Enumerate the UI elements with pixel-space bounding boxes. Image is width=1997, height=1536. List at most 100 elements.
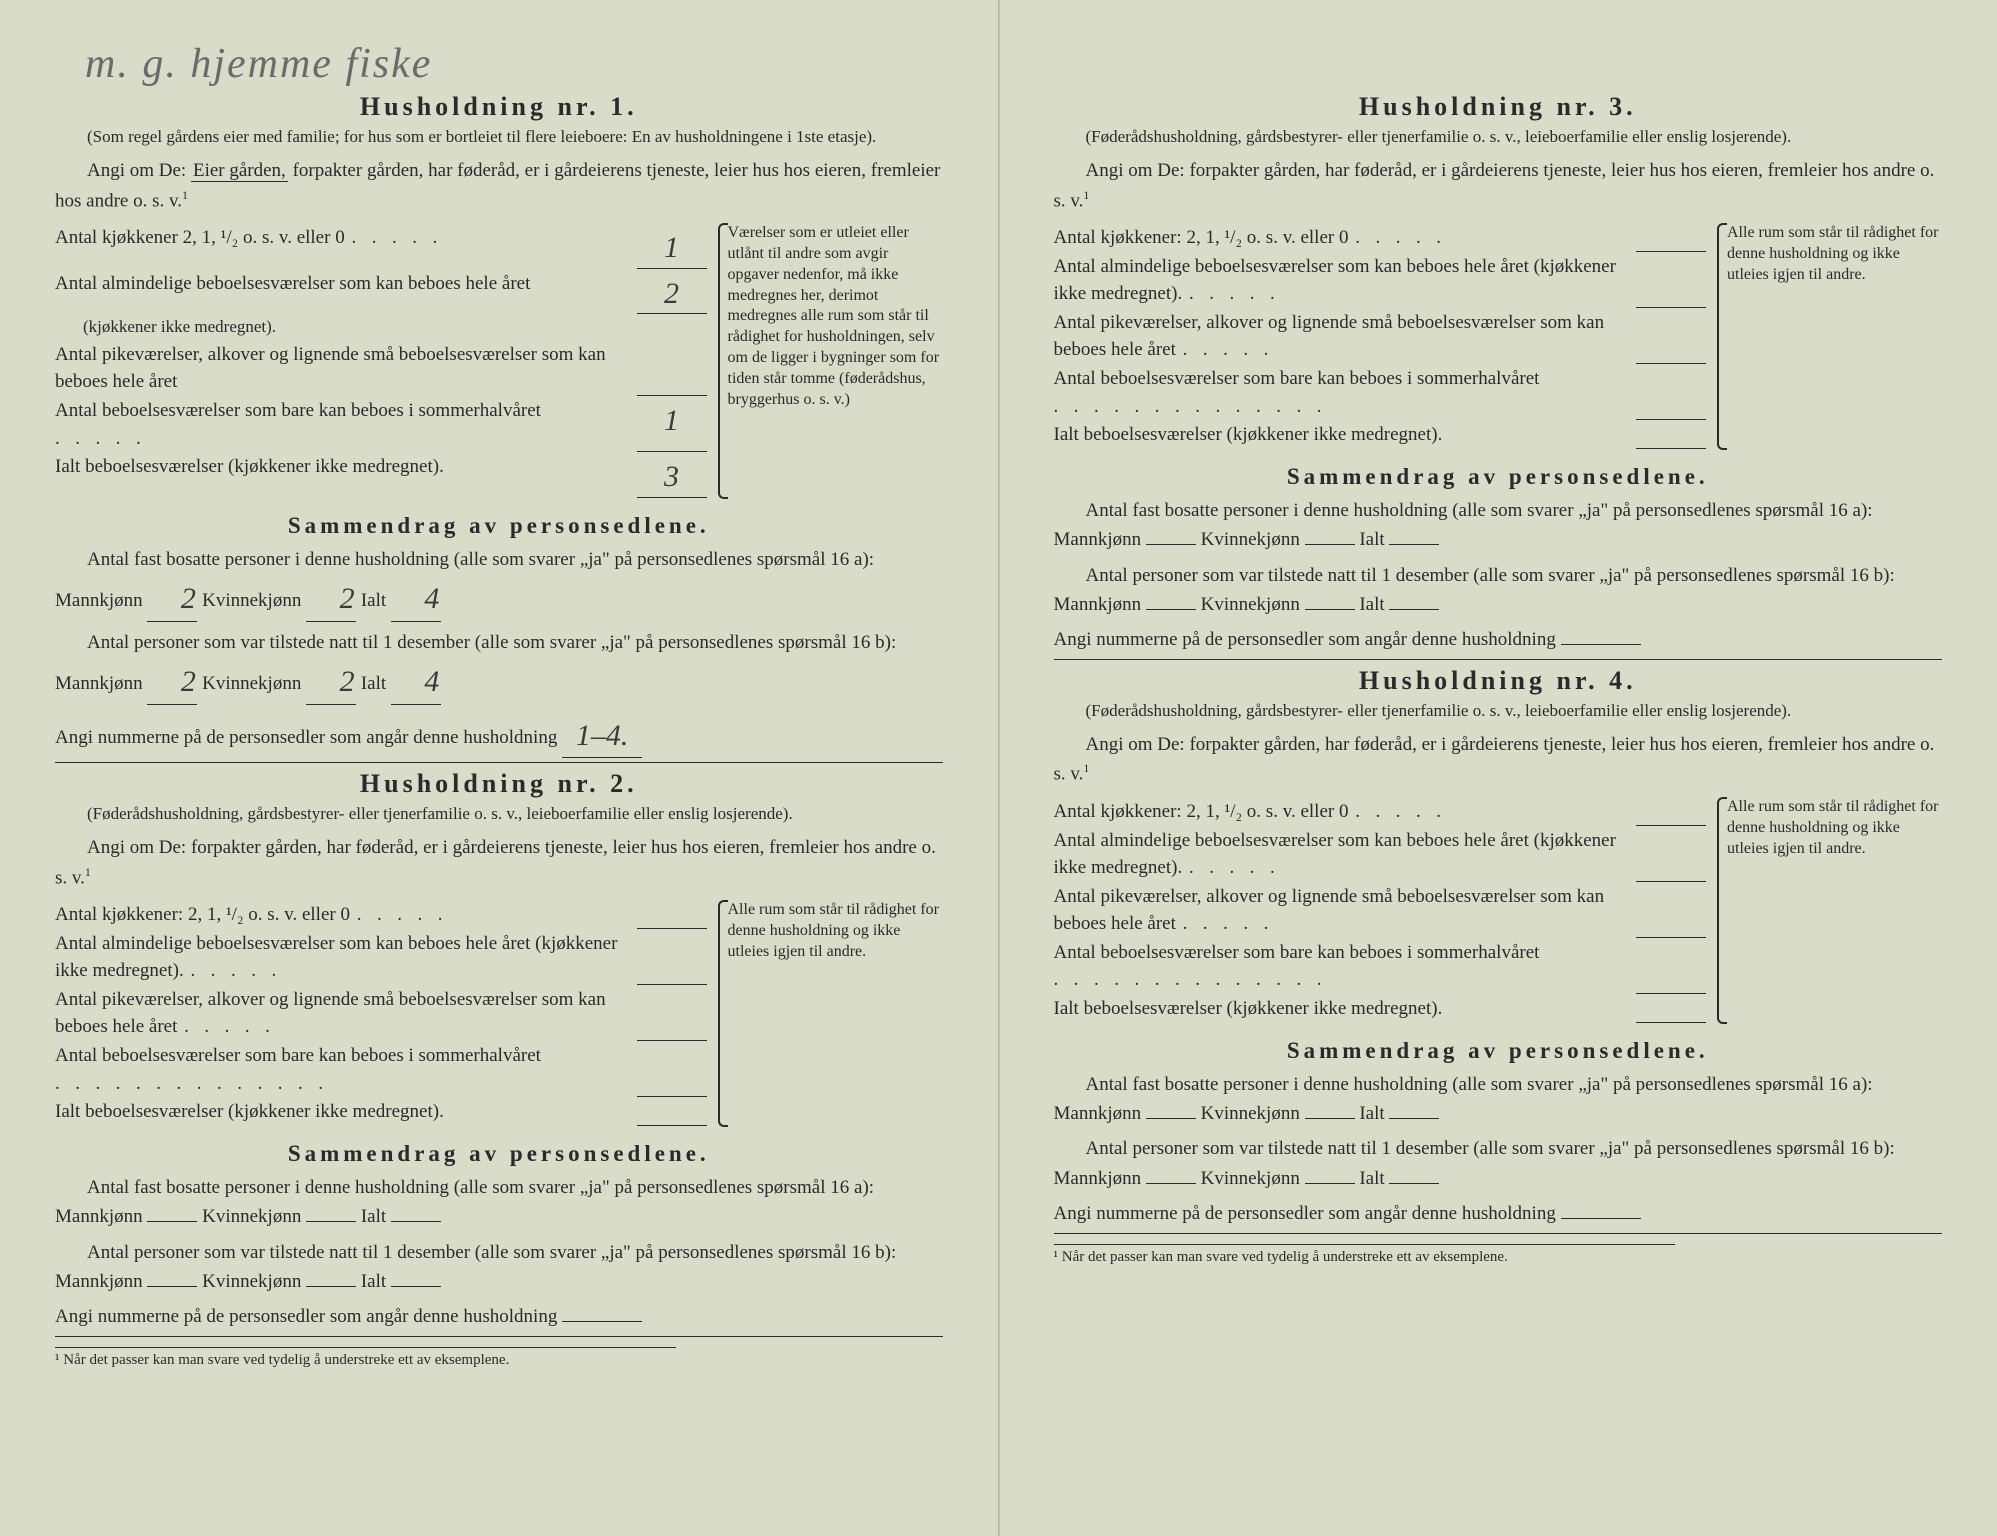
h2-numrene-blank xyxy=(562,1321,642,1322)
footnote-ref: 1 xyxy=(1083,188,1089,202)
h2-sommer-blank xyxy=(637,1042,707,1097)
h1-s16b-k-label: Kvinnekjønn xyxy=(202,673,301,694)
footnote-right: ¹ Når det passer kan man svare ved tydel… xyxy=(1054,1244,1676,1266)
h4-note: Alle rum som står til rådighet for denne… xyxy=(1727,798,1939,857)
h4-numrene-blank xyxy=(1561,1218,1641,1219)
h2-angi-text: Angi om De: forpakter gården, har føderå… xyxy=(55,837,936,888)
h2-intro: (Føderådshusholdning, gårdsbestyrer- ell… xyxy=(55,803,943,825)
h2-q-kjokken: Antal kjøkkener: 2, 1, ¹/₂ o. s. v. elle… xyxy=(55,901,631,929)
h3-q-ialt: Ialt beboelsesværelser (kjøkkener ikke m… xyxy=(1054,421,1631,449)
h2-q-sommer: Antal beboelsesværelser som bare kan beb… xyxy=(55,1042,631,1097)
h3-s16a-k-label: Kvinnekjønn xyxy=(1201,529,1300,550)
brace-icon xyxy=(1713,797,1727,1023)
h3-numrene-blank xyxy=(1561,644,1641,645)
h1-q-alm-sub: (kjøkkener ikke medregnet). xyxy=(55,315,707,340)
h2-ialt-blank xyxy=(637,1098,707,1126)
h2-s16a-k-label: Kvinnekjønn xyxy=(202,1206,301,1227)
h3-numrene: Angi nummerne på de personsedler som ang… xyxy=(1054,625,1943,659)
h1-s16a-i: 4 xyxy=(391,574,441,622)
h4-s16b-i xyxy=(1389,1183,1439,1184)
h4-s16b-i-label: Ialt xyxy=(1359,1168,1384,1189)
h4-angi: Angi om De: forpakter gården, har føderå… xyxy=(1054,730,1943,789)
h4-s16b: Antal personer som var tilstede natt til… xyxy=(1054,1134,1943,1193)
h2-s16b-i-label: Ialt xyxy=(361,1271,386,1292)
h1-s16b-m: 2 xyxy=(147,657,197,705)
h2-kjokken-blank xyxy=(637,901,707,929)
h1-ialt-val: 3 xyxy=(664,460,679,493)
h2-angi: Angi om De: forpakter gården, har føderå… xyxy=(55,833,943,892)
h1-s16a-i-label: Ialt xyxy=(361,590,386,611)
h3-sammendrag-title: Sammendrag av personsedlene. xyxy=(1054,464,1943,490)
h2-pike-blank xyxy=(637,986,707,1041)
page-left: m. g. hjemme fiske Husholdning nr. 1. (S… xyxy=(0,0,999,1536)
h4-questions: Antal kjøkkener: 2, 1, ¹/₂ o. s. v. elle… xyxy=(1054,797,1707,1023)
h3-s16a-pre: Antal fast bosatte personer i denne hush… xyxy=(1054,500,1873,550)
h1-s16a-m: 2 xyxy=(147,574,197,622)
footnote-left: ¹ Når det passer kan man svare ved tydel… xyxy=(55,1347,676,1369)
h1-alm-val: 2 xyxy=(664,277,679,310)
h3-s16b: Antal personer som var tilstede natt til… xyxy=(1054,561,1943,620)
footnote-ref: 1 xyxy=(182,188,188,202)
h3-numrene-label: Angi nummerne på de personsedler som ang… xyxy=(1054,629,1556,650)
h2-note-col: Alle rum som står til rådighet for denne… xyxy=(719,900,943,1126)
h4-s16a-i-label: Ialt xyxy=(1359,1103,1384,1124)
h1-s16b-i-label: Ialt xyxy=(361,673,386,694)
h4-s16a-i xyxy=(1389,1118,1439,1119)
h3-intro: (Føderådshusholdning, gårdsbestyrer- ell… xyxy=(1054,126,1943,148)
h2-s16a-i-label: Ialt xyxy=(361,1206,386,1227)
h1-questions-block: Antal kjøkkener 2, 1, ¹/₂ o. s. v. eller… xyxy=(55,223,943,498)
h1-s16a-k-label: Kvinnekjønn xyxy=(202,590,301,611)
h4-s16b-m xyxy=(1146,1183,1196,1184)
h1-s16a-i-val: 4 xyxy=(424,582,439,615)
h1-q-kjokken: Antal kjøkkener 2, 1, ¹/₂ o. s. v. eller… xyxy=(55,224,631,269)
h2-questions: Antal kjøkkener: 2, 1, ¹/₂ o. s. v. elle… xyxy=(55,900,707,1126)
handwritten-note: m. g. hjemme fiske xyxy=(85,40,943,86)
h1-q-sommer: Antal beboelsesværelser som bare kan beb… xyxy=(55,397,631,452)
h4-alm-blank xyxy=(1636,827,1706,882)
h3-alm-blank xyxy=(1636,253,1706,308)
h2-s16b-k-label: Kvinnekjønn xyxy=(202,1271,301,1292)
h1-sammendrag-title: Sammendrag av personsedlene. xyxy=(55,513,943,539)
brace-icon xyxy=(714,900,728,1126)
h2-s16b-pre: Antal personer som var tilstede natt til… xyxy=(55,1242,896,1292)
h1-q-alm: Antal almindelige beboelsesværelser som … xyxy=(55,270,631,315)
h4-s16a-k xyxy=(1305,1118,1355,1119)
h3-note: Alle rum som står til rådighet for denne… xyxy=(1727,224,1939,283)
h2-title: Husholdning nr. 2. xyxy=(55,769,943,799)
h1-numrene-val: 1–4. xyxy=(576,719,629,752)
h2-s16a-pre: Antal fast bosatte personer i denne hush… xyxy=(55,1177,874,1227)
h3-s16a-i-label: Ialt xyxy=(1359,529,1384,550)
h1-s16a-m-val: 2 xyxy=(181,582,196,615)
h1-s16b-i-val: 4 xyxy=(424,665,439,698)
h2-s16a: Antal fast bosatte personer i denne hush… xyxy=(55,1173,943,1232)
brace-icon xyxy=(714,223,728,498)
h1-s16b: Antal personer som var tilstede natt til… xyxy=(55,628,943,705)
h1-s16b-m-val: 2 xyxy=(181,665,196,698)
h1-s16b-k: 2 xyxy=(306,657,356,705)
h3-s16b-i xyxy=(1389,609,1439,610)
h1-pike-blank xyxy=(637,341,707,396)
h1-alm-blank: 2 xyxy=(637,270,707,315)
h4-s16a-m xyxy=(1146,1118,1196,1119)
h2-alm-blank xyxy=(637,930,707,985)
h2-s16a-m xyxy=(147,1221,197,1222)
h3-ialt-blank xyxy=(1636,421,1706,449)
h1-q-pike: Antal pikeværelser, alkover og lignende … xyxy=(55,341,631,396)
h1-s16b-k-val: 2 xyxy=(340,665,355,698)
h4-pike-blank xyxy=(1636,883,1706,938)
h3-q-kjokken: Antal kjøkkener: 2, 1, ¹/₂ o. s. v. elle… xyxy=(1054,224,1631,252)
h4-numrene: Angi nummerne på de personsedler som ang… xyxy=(1054,1199,1943,1233)
h4-q-kjokken: Antal kjøkkener: 2, 1, ¹/₂ o. s. v. elle… xyxy=(1054,798,1631,826)
h1-numrene: Angi nummerne på de personsedler som ang… xyxy=(55,711,943,764)
h2-s16b-m xyxy=(147,1286,197,1287)
footnote-ref: 1 xyxy=(1083,761,1089,775)
h1-note-col: Værelser som er utleiet eller utlånt til… xyxy=(719,223,943,498)
h2-questions-block: Antal kjøkkener: 2, 1, ¹/₂ o. s. v. elle… xyxy=(55,900,943,1126)
h4-ialt-blank xyxy=(1636,995,1706,1023)
h2-s16b-i xyxy=(391,1286,441,1287)
h1-sommer-val: 1 xyxy=(664,404,679,437)
h2-q-alm: Antal almindelige beboelsesværelser som … xyxy=(55,930,631,985)
h4-q-pike: Antal pikeværelser, alkover og lignende … xyxy=(1054,883,1631,938)
h1-questions: Antal kjøkkener 2, 1, ¹/₂ o. s. v. eller… xyxy=(55,223,707,498)
h4-q-ialt: Ialt beboelsesværelser (kjøkkener ikke m… xyxy=(1054,995,1631,1023)
